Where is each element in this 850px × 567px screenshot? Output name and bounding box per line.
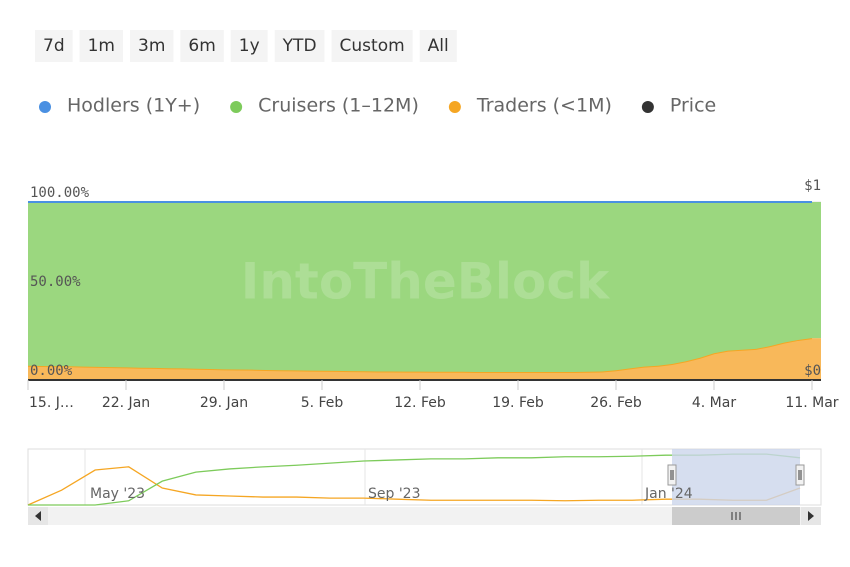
plot-area: IntoTheBlock 0.00% 50.00% 100.00% $0 $1 15. J…… [27, 178, 839, 411]
x-tick-label: 11. Mar [785, 395, 838, 411]
x-tick-label: 29. Jan [200, 395, 248, 411]
x-tick-label: 22. Jan [102, 395, 150, 411]
navigator-handle[interactable] [795, 464, 805, 486]
legend-label[interactable]: Price [670, 95, 716, 117]
legend-label[interactable]: Hodlers (1Y+) [67, 95, 200, 117]
range-button[interactable] [35, 30, 73, 62]
watermark: IntoTheBlock [241, 253, 611, 311]
navigator: May '23 Sep '23 Jan '24 [27, 448, 822, 525]
range-button-label: 1m [88, 36, 115, 56]
area-fill [28, 202, 821, 372]
range-button[interactable] [130, 30, 174, 62]
navigator-line [28, 453, 801, 506]
range-button[interactable] [230, 30, 268, 62]
y-tick-label: 100.00% [30, 185, 90, 201]
scrollbar-track[interactable] [28, 507, 821, 525]
range-button-label: Custom [340, 36, 405, 56]
legend-label[interactable]: Cruisers (1–12M) [258, 95, 419, 117]
handle-grip [670, 470, 674, 480]
navigator-label: Jan '24 [644, 486, 693, 502]
x-tick-label: 19. Feb [492, 395, 544, 411]
arrow-icon [808, 511, 814, 521]
grip-icon [731, 512, 741, 520]
y2-tick-label: $1 [804, 178, 821, 194]
range-selector: 7d 1m 3m 6m 1y YTD Custom All [35, 30, 457, 62]
range-button[interactable] [419, 30, 457, 62]
navigator-label: May '23 [90, 486, 145, 502]
range-button[interactable] [79, 30, 123, 62]
range-button-label: 6m [188, 36, 215, 56]
navigator-selection[interactable] [672, 449, 800, 505]
legend-label[interactable]: Traders (<1M) [476, 95, 612, 117]
range-button-label: YTD [282, 36, 317, 56]
y-tick-label: 0.00% [30, 363, 73, 379]
range-button-label: All [428, 36, 449, 56]
y2-tick-label: $0 [804, 363, 821, 379]
x-tick-label: 15. J… [29, 395, 74, 411]
x-tick-label: 4. Mar [692, 395, 736, 411]
navigator-handle[interactable] [667, 464, 677, 486]
range-button[interactable] [331, 30, 413, 62]
handle-grip [798, 470, 802, 480]
range-button-label: 3m [138, 36, 165, 56]
legend: Hodlers (1Y+) Cruisers (1–12M) Traders (<1… [39, 95, 716, 117]
range-button-label: 7d [43, 36, 65, 56]
range-button[interactable] [180, 30, 224, 62]
legend-marker[interactable] [39, 101, 51, 113]
legend-marker[interactable] [230, 101, 243, 113]
x-tick-label: 5. Feb [301, 395, 344, 411]
y-tick-label: 50.00% [30, 274, 81, 290]
legend-marker[interactable] [448, 101, 461, 113]
arrow-icon [35, 511, 41, 521]
legend-marker[interactable] [641, 101, 654, 113]
x-tick-label: 12. Feb [394, 395, 446, 411]
range-button-label: 1y [239, 36, 260, 56]
navigator-label: Sep '23 [368, 486, 421, 502]
range-button[interactable] [274, 30, 325, 62]
x-tick-label: 26. Feb [590, 395, 642, 411]
